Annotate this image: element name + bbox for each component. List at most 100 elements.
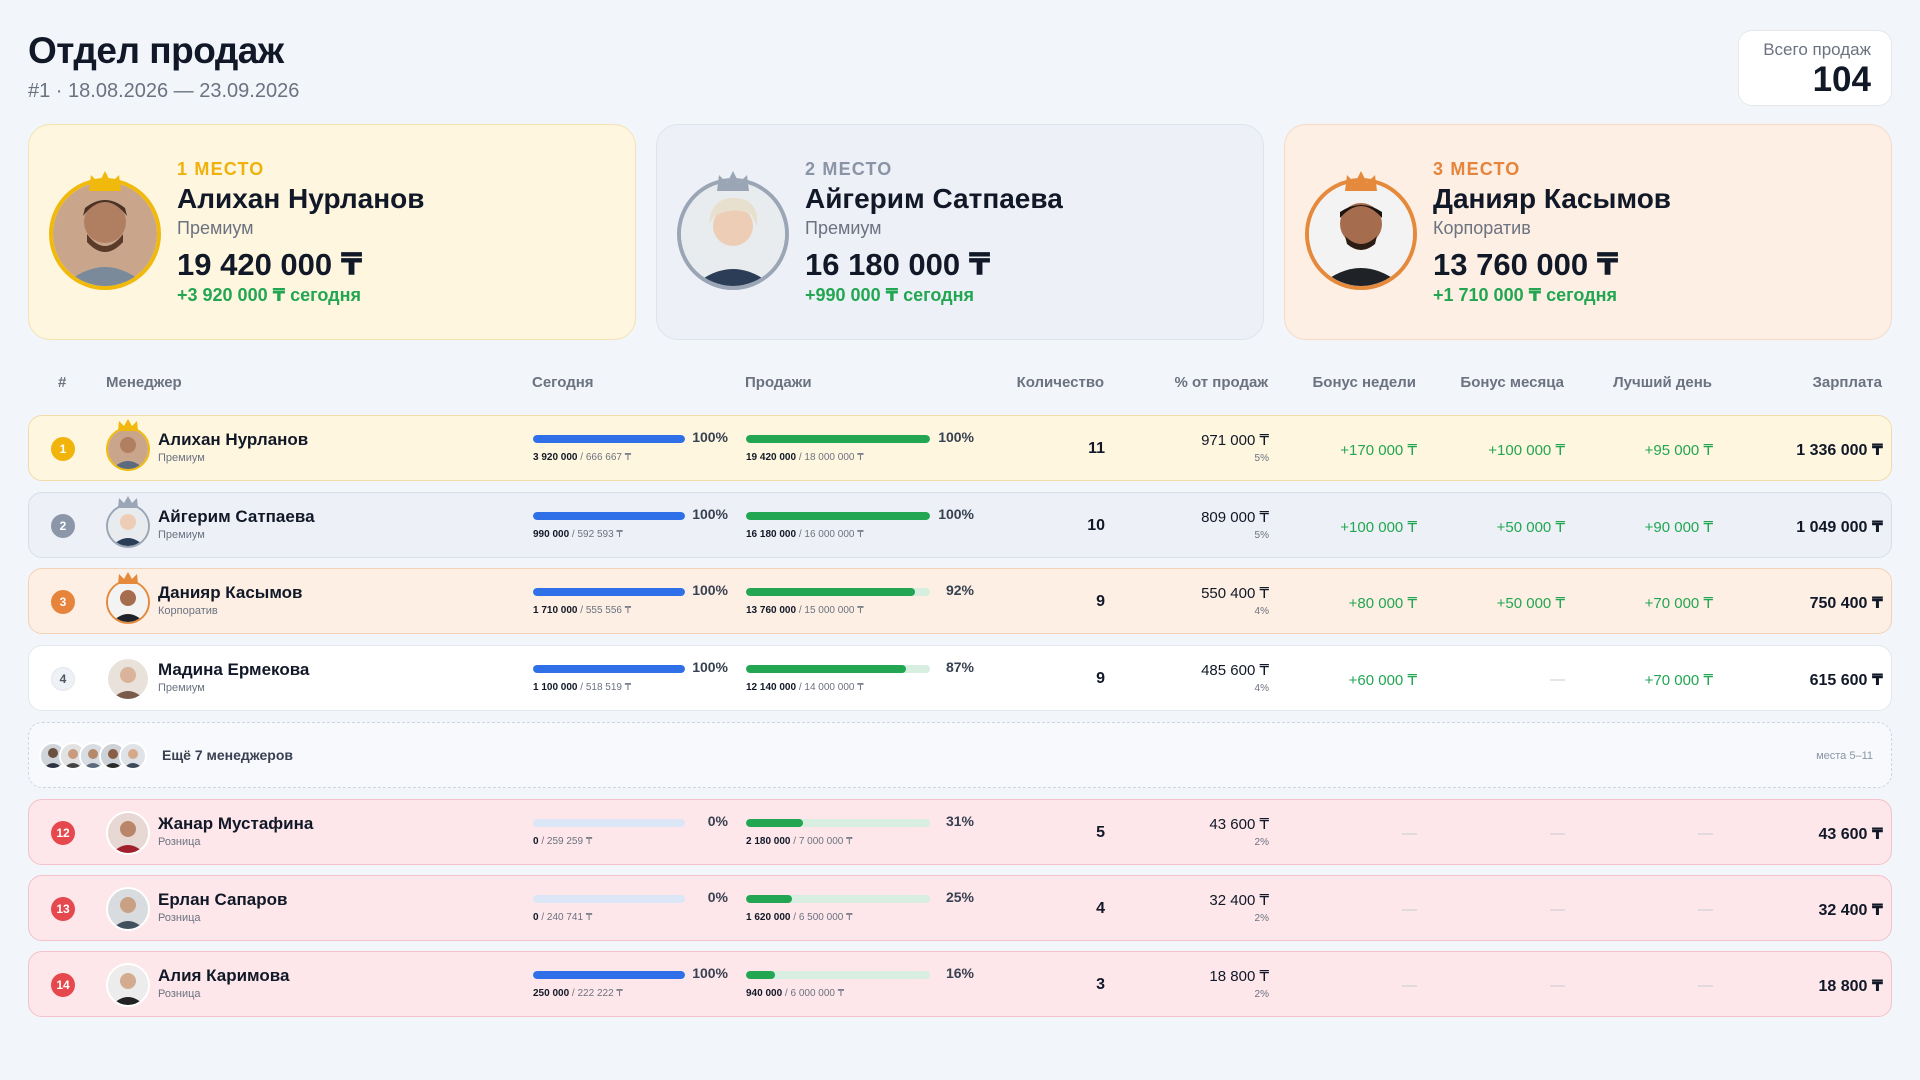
column-header-sales: Продажи [745,374,812,391]
share-percent: 5% [1254,530,1269,541]
today-amount: 250 000 / 222 222 ₸ [533,988,623,999]
quantity: 11 [1088,440,1105,457]
sales-plan: / 6 500 000 ₸ [790,912,853,923]
table-row[interactable]: 4 Мадина Ермекова Премиум 100% 1 100 000… [28,645,1892,711]
rank-badge: 2 [51,514,75,538]
podium-place-label: 3 МЕСТО [1433,159,1521,179]
today-value: 1 100 000 [533,682,578,693]
sales-progress-fill [746,665,907,673]
best-day: — [1698,977,1713,994]
today-plan: / 666 667 ₸ [577,452,632,463]
sales-value: 2 180 000 [746,836,791,847]
sales-progress-fill [746,435,930,443]
manager-name: Алия Каримова [158,966,290,985]
today-plan: / 259 259 ₸ [538,836,593,847]
sales-amount: 13 760 000 / 15 000 000 ₸ [746,605,864,616]
bonus-month: — [1550,671,1565,688]
today-progress-bar [533,895,685,903]
today-percent: 0% [707,813,728,829]
sales-value: 19 420 000 [746,452,797,463]
sales-progress-fill [746,819,804,827]
bonus-week: +100 000 ₸ [1340,519,1417,536]
podium-tier: Премиум [805,218,882,238]
today-progress-fill [533,512,685,520]
today-value: 0 [533,912,539,923]
table-row[interactable]: 2 Айгерим Сатпаева Премиум 100% 990 000 … [28,492,1892,558]
podium-card-first[interactable]: 1 МЕСТО Алихан Нурланов Премиум 19 420 0… [28,124,636,340]
share-percent: 2% [1254,837,1269,848]
column-header-bonus-month: Бонус месяца [1460,374,1564,391]
crown-icon [717,171,749,191]
sales-value: 12 140 000 [746,682,797,693]
bonus-month: — [1550,901,1565,918]
table-row[interactable]: 1 Алихан Нурланов Премиум 100% 3 920 000… [28,415,1892,481]
quantity: 9 [1096,593,1105,610]
podium-name: Алихан Нурланов [177,183,425,214]
today-percent: 100% [692,506,728,522]
bonus-month: +50 000 ₸ [1496,595,1565,612]
salary: 43 600 ₸ [1818,826,1883,843]
manager-tier: Премиум [158,529,205,541]
manager-name: Алихан Нурланов [158,430,309,449]
crown-icon [118,419,138,431]
sales-plan: / 18 000 000 ₸ [796,452,864,463]
collapsed-managers-row[interactable]: Ещё 7 менеджеров места 5–11 [28,722,1892,788]
today-progress-fill [533,665,685,673]
podium-card-third[interactable]: 3 МЕСТО Данияр Касымов Корпоратив 13 760… [1284,124,1892,340]
sales-percent: 100% [938,506,974,522]
today-progress-bar [533,819,685,827]
rank-badge: 4 [51,667,75,691]
podium-tier: Корпоратив [1433,218,1531,238]
today-progress-bar [533,665,685,673]
today-amount: 990 000 / 592 593 ₸ [533,529,623,540]
share-percent: 2% [1254,989,1269,1000]
bonus-week: +80 000 ₸ [1348,595,1417,612]
bonus-week: — [1402,825,1417,842]
sales-value: 13 760 000 [746,605,797,616]
podium-name: Айгерим Сатпаева [805,183,1063,214]
table-row[interactable]: 3 Данияр Касымов Корпоратив 100% 1 710 0… [28,568,1892,634]
salary: 615 600 ₸ [1809,672,1883,689]
today-plan: / 518 519 ₸ [577,682,632,693]
crown-icon [118,572,138,584]
today-progress-fill [533,971,685,979]
sales-progress-bar [746,971,930,979]
today-progress-fill [533,435,685,443]
podium-name: Данияр Касымов [1433,183,1672,214]
share-amount: 809 000 ₸ [1201,509,1269,526]
sales-progress-bar [746,435,930,443]
podium-card-second[interactable]: 2 МЕСТО Айгерим Сатпаева Премиум 16 180 … [656,124,1264,340]
table-row[interactable]: 12 Жанар Мустафина Розница 0% 0 / 259 25… [28,799,1892,865]
best-day: — [1698,901,1713,918]
avatar [106,963,150,1007]
crown-icon [89,171,121,191]
quantity: 4 [1096,900,1105,917]
manager-tier: Премиум [158,452,205,464]
sales-value: 940 000 [746,988,783,999]
sales-progress-bar [746,588,930,596]
bonus-week: +60 000 ₸ [1348,672,1417,689]
manager-tier: Розница [158,912,201,924]
today-value: 990 000 [533,529,570,540]
podium-place-label: 2 МЕСТО [805,159,893,179]
sales-progress-bar [746,512,930,520]
bonus-month: +100 000 ₸ [1488,442,1565,459]
column-header-manager: Менеджер [106,374,182,391]
salary: 750 400 ₸ [1809,595,1883,612]
sales-amount: 940 000 / 6 000 000 ₸ [746,988,844,999]
bonus-month: +50 000 ₸ [1496,519,1565,536]
today-plan: / 592 593 ₸ [569,529,623,540]
today-percent: 100% [692,965,728,981]
manager-name: Мадина Ермекова [158,660,310,679]
total-sales-card: Всего продаж 104 [1738,30,1892,106]
table-row[interactable]: 14 Алия Каримова Розница 100% 250 000 / … [28,951,1892,1017]
sales-percent: 25% [945,889,974,905]
bonus-week: — [1402,901,1417,918]
sales-amount: 12 140 000 / 14 000 000 ₸ [746,682,864,693]
page-title: Отдел продаж [28,30,284,71]
today-plan: / 240 741 ₸ [538,912,593,923]
table-row[interactable]: 13 Ерлан Сапаров Розница 0% 0 / 240 741 … [28,875,1892,941]
share-percent: 2% [1254,913,1269,924]
today-progress-fill [533,588,685,596]
crown-icon [1345,171,1377,191]
